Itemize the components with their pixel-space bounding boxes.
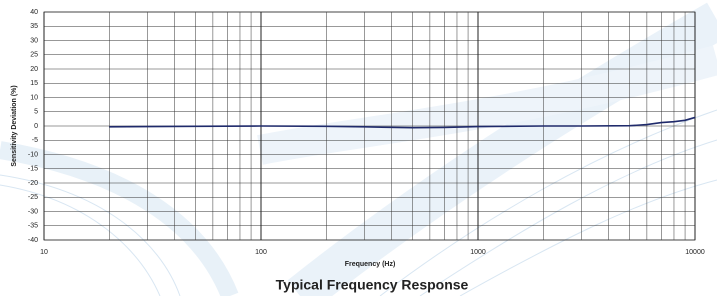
x-axis-label: Frequency (Hz) xyxy=(345,261,396,268)
y-tick-label: -20 xyxy=(28,180,38,187)
y-axis-label: Sensitivity Deviation (%) xyxy=(11,85,18,166)
y-tick-label: 15 xyxy=(30,80,38,87)
background-swoosh xyxy=(0,20,717,296)
x-tick-label: 100 xyxy=(255,249,267,256)
x-tick-label: 10 xyxy=(40,249,48,256)
y-tick-label: -5 xyxy=(32,137,38,144)
chart-title: Typical Frequency Response xyxy=(276,277,469,293)
chart: -40 -35 -30 -25 -20 -15 -10 -5 0 5 10 15 20 25 30 35 40 1… xyxy=(0,0,717,296)
y-tick-label: -10 xyxy=(28,151,38,158)
y-tick-label: -30 xyxy=(28,208,38,215)
y-tick-label: 30 xyxy=(30,37,38,44)
y-tick-label: 0 xyxy=(34,123,38,130)
y-tick-label: -25 xyxy=(28,194,38,201)
y-tick-label: -35 xyxy=(28,223,38,230)
y-tick-label: 25 xyxy=(30,52,38,59)
y-tick-label: -40 xyxy=(28,237,38,244)
x-tick-label: 1000 xyxy=(470,249,486,256)
y-tick-label: 40 xyxy=(30,9,38,16)
y-tick-label: 10 xyxy=(30,94,38,101)
page: {"chart_data": {"type": "line", "title":… xyxy=(0,0,717,296)
y-tick-label: 35 xyxy=(30,23,38,30)
y-tick-label: 20 xyxy=(30,66,38,73)
x-tick-label: 10000 xyxy=(685,249,705,256)
y-tick-label: 5 xyxy=(34,109,38,116)
y-tick-label: -15 xyxy=(28,166,38,173)
